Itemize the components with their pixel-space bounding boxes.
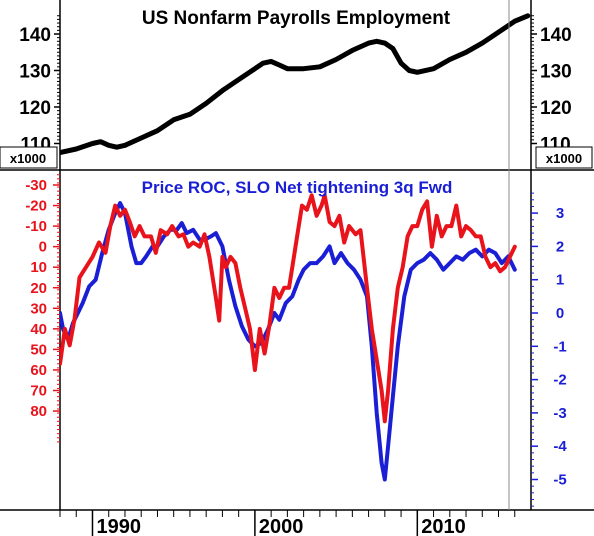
roc-axis-tick-label: -30	[25, 177, 47, 194]
roc-axis-tick-label: 30	[30, 300, 47, 317]
slo-axis-tick-label: -4	[553, 438, 567, 455]
top-left-tick-label: 130	[19, 62, 51, 83]
slo-axis-tick-label: 3	[556, 205, 564, 222]
unit-box-right	[535, 146, 593, 169]
roc-axis-tick-label: 20	[30, 280, 47, 297]
slo-axis-tick-label: -2	[553, 372, 566, 389]
roc-axis-tick-label: -10	[25, 218, 47, 235]
top-left-tick-label: 140	[19, 25, 51, 46]
slo-axis-tick-label: -1	[553, 338, 566, 355]
price-roc-line	[60, 193, 517, 424]
slo-axis-tick-label: -5	[553, 472, 566, 489]
top-right-tick-label: 130	[540, 62, 572, 83]
roc-axis-tick-label: 10	[30, 259, 47, 276]
slo-axis-tick-label: 0	[556, 305, 564, 322]
bottom-panel: -30-20-10010203040506070803210-1-2-3-4-5…	[0, 170, 594, 536]
x-axis-tick-label: 2000	[259, 516, 304, 536]
slo-axis-tick-label: 2	[556, 238, 564, 255]
bottom-series-group	[60, 193, 517, 482]
slo-axis-tick-label: 1	[556, 272, 564, 289]
unit-box-left	[0, 146, 58, 169]
roc-axis-tick-label: 60	[30, 362, 47, 379]
slo-axis-tick-label: -3	[553, 405, 566, 422]
roc-axis-tick-label: 70	[30, 383, 47, 400]
unit-label-right: x1000	[546, 151, 582, 166]
top-left-tick-label: 120	[19, 98, 51, 119]
slo-net-tightening-line	[60, 201, 517, 482]
roc-axis-tick-label: 0	[39, 239, 47, 256]
top-chart-title: US Nonfarm Payrolls Employment	[142, 8, 451, 29]
x-axis-tick-label: 1990	[96, 516, 141, 536]
top-right-tick-label: 120	[540, 98, 572, 119]
bottom-chart-title: Price ROC, SLO Net tightening 3q Fwd	[142, 178, 453, 197]
unit-label-left: x1000	[10, 151, 46, 166]
top-right-tick-label: 140	[540, 25, 572, 46]
payrolls-series-line	[60, 13, 531, 156]
x-axis-tick-label: 2010	[421, 516, 466, 536]
roc-axis-tick-label: 40	[30, 321, 47, 338]
roc-axis-tick-label: -20	[25, 198, 47, 215]
roc-axis-tick-label: 50	[30, 341, 47, 358]
roc-axis-tick-label: 80	[30, 403, 47, 420]
